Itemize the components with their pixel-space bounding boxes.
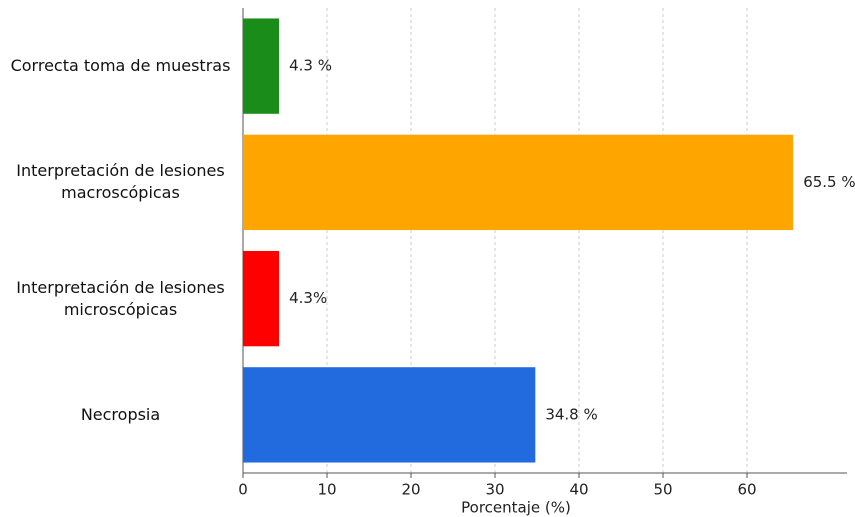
bar [243, 18, 280, 114]
value-label: 4.3% [289, 289, 327, 307]
y-tick-label: Interpretación de lesiones microscópicas [16, 277, 225, 319]
y-tick-label: Correcta toma de muestras [10, 56, 231, 76]
value-label: 65.5 % [803, 173, 855, 191]
x-axis-label: Porcentaje (%) [461, 499, 571, 517]
bar [243, 250, 280, 347]
bar [243, 367, 536, 463]
x-tick-label: 40 [569, 481, 588, 499]
x-tick-label: 10 [317, 481, 336, 499]
y-tick-label: Interpretación de lesiones macroscópicas [16, 161, 225, 203]
x-tick-label: 30 [485, 481, 504, 499]
x-tick-label: 60 [737, 481, 756, 499]
bar [243, 134, 794, 231]
x-tick-label: 0 [238, 481, 248, 499]
value-label: 34.8 % [545, 405, 597, 423]
value-label: 4.3 % [289, 57, 332, 75]
x-tick-label: 20 [401, 481, 420, 499]
x-tick-label: 50 [653, 481, 672, 499]
y-tick-label: Necropsia [80, 404, 161, 424]
